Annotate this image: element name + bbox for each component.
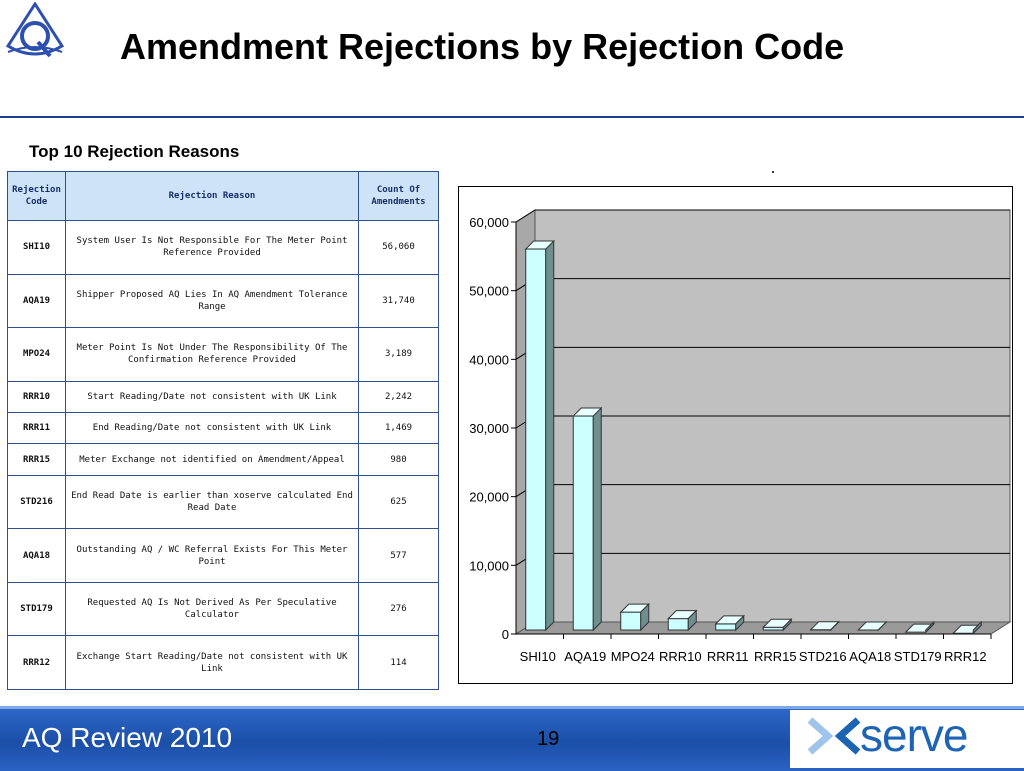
- row-code: RRR12: [8, 636, 66, 690]
- row-reason: Exchange Start Reading/Date not consiste…: [66, 636, 359, 690]
- row-code: SHI10: [8, 221, 66, 275]
- bar-AQA19: [573, 408, 601, 630]
- table-header-row: Rejection Code Rejection Reason Count Of…: [8, 172, 439, 221]
- x-tick-label: RRR12: [944, 649, 987, 664]
- row-count: 114: [359, 636, 439, 690]
- row-count: 3,189: [359, 328, 439, 382]
- x-tick-label: STD216: [799, 649, 847, 664]
- row-code: RRR11: [8, 413, 66, 444]
- row-count: 1,469: [359, 413, 439, 444]
- row-code: RRR10: [8, 381, 66, 412]
- row-count: 276: [359, 582, 439, 636]
- rejection-table: Rejection Code Rejection Reason Count Of…: [7, 171, 438, 690]
- header-count: Count Of Amendments: [359, 172, 439, 221]
- row-code: STD179: [8, 582, 66, 636]
- row-code: RRR15: [8, 444, 66, 475]
- x-tick-label: RRR11: [707, 649, 749, 664]
- row-count: 577: [359, 529, 439, 583]
- y-tick-label: 50,000: [469, 284, 509, 299]
- xoserve-x-icon: [806, 716, 862, 756]
- x-tick-label: STD179: [894, 649, 942, 664]
- row-count: 625: [359, 475, 439, 529]
- chart-marker-dot: [772, 171, 774, 173]
- x-tick-label: AQA18: [849, 649, 891, 664]
- row-code: STD216: [8, 475, 66, 529]
- y-tick-label: 20,000: [469, 490, 509, 505]
- y-tick-label: 0: [502, 627, 509, 642]
- header-rejection-code: Rejection Code: [8, 172, 66, 221]
- x-tick-label: MPO24: [611, 649, 655, 664]
- bar-SHI10: [526, 241, 554, 630]
- bar-chart: 0 10,000 20,000 30,000 40,000 50,000 60,000 SHI…: [458, 186, 1013, 684]
- y-tick-label: 40,000: [469, 352, 509, 367]
- row-count: 56,060: [359, 221, 439, 275]
- row-code: AQA18: [8, 529, 66, 583]
- row-count: 2,242: [359, 381, 439, 412]
- row-count: 980: [359, 444, 439, 475]
- header-rejection-reason: Rejection Reason: [66, 172, 359, 221]
- bar-chart-svg: 0 10,000 20,000 30,000 40,000 50,000 60,000 SHI…: [459, 187, 1012, 683]
- row-reason: End Read Date is earlier than xoserve ca…: [66, 475, 359, 529]
- bar-MPO24: [621, 604, 649, 630]
- row-reason: Meter Point Is Not Under The Responsibil…: [66, 328, 359, 382]
- row-count: 31,740: [359, 274, 439, 328]
- row-reason: Requested AQ Is Not Derived As Per Specu…: [66, 582, 359, 636]
- brand-logo-text: serve: [860, 708, 967, 762]
- page-title: Amendment Rejections by Rejection Code: [120, 26, 980, 68]
- row-reason: Outstanding AQ / WC Referral Exists For …: [66, 529, 359, 583]
- y-tick-label: 10,000: [469, 558, 509, 573]
- row-reason: End Reading/Date not consistent with UK …: [66, 413, 359, 444]
- row-code: MPO24: [8, 328, 66, 382]
- row-reason: System User Is Not Responsible For The M…: [66, 221, 359, 275]
- title-divider: [0, 116, 1024, 118]
- y-tick-label: 60,000: [469, 215, 509, 230]
- x-tick-label: RRR15: [754, 649, 797, 664]
- x-tick-label: RRR10: [659, 649, 702, 664]
- x-tick-label: AQA19: [564, 649, 606, 664]
- table-title: Top 10 Rejection Reasons: [29, 142, 239, 162]
- x-tick-label: SHI10: [520, 649, 556, 664]
- footer-title: AQ Review 2010: [22, 722, 232, 754]
- y-tick-label: 30,000: [469, 421, 509, 436]
- aq-logo-icon: [4, 2, 66, 60]
- row-code: AQA19: [8, 274, 66, 328]
- row-reason: Start Reading/Date not consistent with U…: [66, 381, 359, 412]
- page-number: 19: [537, 728, 559, 751]
- row-reason: Shipper Proposed AQ Lies In AQ Amendment…: [66, 274, 359, 328]
- row-reason: Meter Exchange not identified on Amendme…: [66, 444, 359, 475]
